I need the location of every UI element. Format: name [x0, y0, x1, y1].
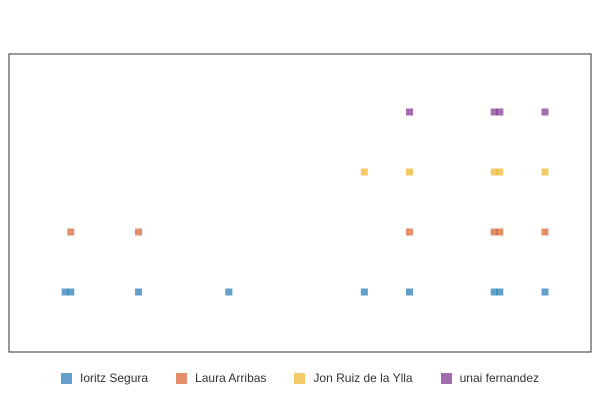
- points-layer: [61, 108, 549, 296]
- legend: Ioritz Segura Laura Arribas Jon Ruiz de la…: [0, 368, 600, 388]
- scatter-point-series2-0: [360, 168, 368, 176]
- scatter-point-series0-4: [360, 288, 368, 296]
- scatter-point-series3-0: [406, 108, 414, 116]
- legend-label: Ioritz Segura: [80, 371, 149, 385]
- legend-label: unai fernandez: [459, 371, 539, 385]
- scatter-point-series2-1: [406, 168, 414, 176]
- scatter-point-series1-2: [406, 228, 414, 236]
- scatter-point-series0-1: [67, 288, 75, 296]
- scatter-point-series0-0: [61, 288, 69, 296]
- scatter-point-series2-2: [490, 168, 498, 176]
- legend-item-0[interactable]: Ioritz Segura: [61, 371, 148, 385]
- scatter-point-series1-4: [496, 228, 504, 236]
- scatter-point-series3-1: [490, 108, 498, 116]
- scatter-point-series2-3: [496, 168, 504, 176]
- legend-swatch: [176, 372, 188, 384]
- legend-swatch: [294, 372, 306, 384]
- scatter-point-series0-6: [490, 288, 498, 296]
- scatter-point-series1-0: [67, 228, 75, 236]
- scatter-point-series0-2: [135, 288, 143, 296]
- legend-item-3[interactable]: unai fernandez: [440, 371, 539, 385]
- scatter-point-series1-1: [135, 228, 143, 236]
- scatter-point-series1-3: [490, 228, 498, 236]
- scatter-point-series1-5: [541, 228, 549, 236]
- scatter-point-series2-4: [541, 168, 549, 176]
- scatter-point-series0-5: [406, 288, 414, 296]
- scatter-point-series0-7: [496, 288, 504, 296]
- legend-item-2[interactable]: Jon Ruiz de la Ylla: [294, 371, 413, 385]
- legend-item-1[interactable]: Laura Arribas: [176, 371, 266, 385]
- scatter-point-series0-3: [225, 288, 233, 296]
- legend-swatch: [440, 372, 452, 384]
- legend-label: Laura Arribas: [195, 371, 267, 385]
- plot-frame: [8, 53, 592, 353]
- legend-swatch: [61, 372, 72, 384]
- scatter-point-series3-3: [541, 108, 549, 116]
- legend-label: Jon Ruiz de la Ylla: [313, 371, 413, 385]
- scatter-point-series0-8: [541, 288, 549, 296]
- scatter-point-series3-2: [496, 108, 504, 116]
